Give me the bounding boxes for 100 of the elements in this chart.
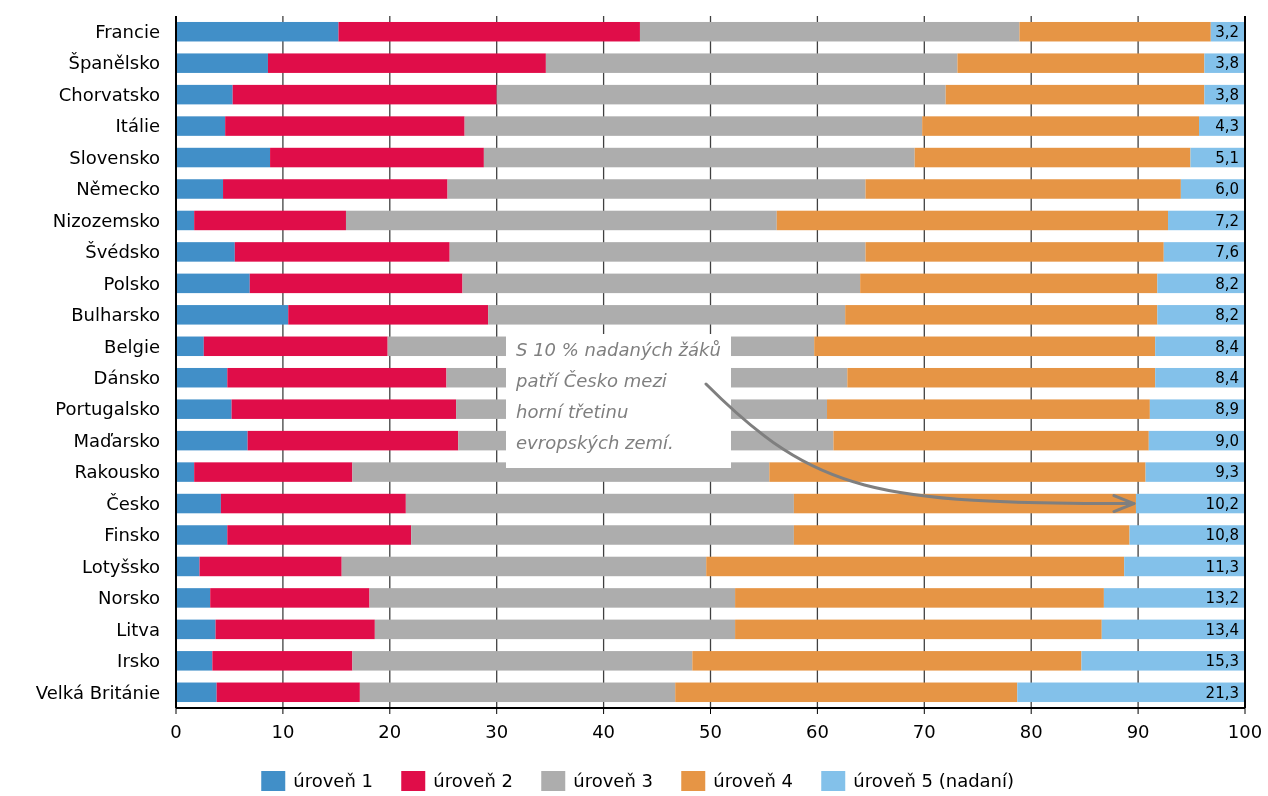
bar xyxy=(814,336,1156,357)
bar xyxy=(488,305,846,325)
y-tick-label: Portugalsko xyxy=(55,398,160,420)
data-label: 9,3 xyxy=(1215,463,1239,482)
bar xyxy=(203,336,388,357)
y-tick-label: Litva xyxy=(116,618,160,640)
y-tick-label: Slovensko xyxy=(69,146,160,168)
y-tick-label: Norsko xyxy=(97,587,160,609)
x-tick-label: 50 xyxy=(699,721,722,742)
bar xyxy=(194,210,346,231)
y-tick-label: Francie xyxy=(95,21,160,43)
data-label: 11,3 xyxy=(1205,557,1239,576)
bar xyxy=(220,493,406,514)
bar xyxy=(1103,588,1245,608)
bar xyxy=(194,462,353,482)
bar xyxy=(545,53,958,73)
bar xyxy=(227,525,412,545)
y-tick-label: Německo xyxy=(76,178,160,200)
bar xyxy=(865,242,1164,262)
data-label: 9,0 xyxy=(1215,431,1239,450)
bar xyxy=(1157,305,1245,325)
bar xyxy=(234,242,450,262)
bar xyxy=(449,242,866,262)
bar xyxy=(176,147,271,168)
x-tick-label: 80 xyxy=(1019,721,1043,742)
bar xyxy=(957,53,1205,73)
bar xyxy=(176,242,235,262)
bar xyxy=(352,651,693,671)
y-tick-label: Maďarsko xyxy=(73,429,160,451)
bar xyxy=(405,493,794,514)
bar xyxy=(249,273,463,294)
bar xyxy=(176,84,233,105)
bar xyxy=(706,556,1125,577)
data-label: 15,3 xyxy=(1205,652,1239,671)
x-tick-label: 0 xyxy=(170,721,182,742)
bar xyxy=(232,84,497,105)
y-tick-label: Rakousko xyxy=(74,461,160,483)
bar xyxy=(865,179,1181,199)
bar xyxy=(176,493,221,514)
bar xyxy=(735,619,1102,640)
y-tick-label: Belgie xyxy=(104,335,160,357)
bar xyxy=(845,305,1158,325)
bar xyxy=(833,430,1149,451)
bar xyxy=(369,588,736,608)
bar xyxy=(827,399,1150,419)
bar xyxy=(176,53,268,73)
data-label: 8,2 xyxy=(1215,306,1239,325)
y-tick-label: Velká Británie xyxy=(35,681,160,703)
y-tick-label: Polsko xyxy=(103,272,160,294)
x-tick-label: 10 xyxy=(271,721,295,742)
data-label: 3,8 xyxy=(1215,54,1239,73)
bar xyxy=(247,430,459,451)
y-tick-label: Finsko xyxy=(104,524,160,546)
bar xyxy=(231,399,457,419)
bar xyxy=(176,682,217,703)
bar xyxy=(176,305,289,325)
bar xyxy=(860,273,1158,294)
bar xyxy=(176,525,228,545)
bar xyxy=(345,210,777,231)
data-label: 3,8 xyxy=(1215,85,1239,104)
bar xyxy=(769,462,1146,482)
x-tick-label: 30 xyxy=(485,721,509,742)
y-tick-label: Irsko xyxy=(117,650,160,672)
bar xyxy=(216,682,360,703)
bar xyxy=(359,682,676,703)
bar xyxy=(374,619,736,640)
bar xyxy=(1124,556,1245,577)
bar xyxy=(338,21,640,42)
bar xyxy=(270,147,484,168)
y-tick-label: Dánsko xyxy=(93,367,160,389)
data-label: 13,4 xyxy=(1205,620,1239,639)
y-tick-label: Bulharsko xyxy=(71,304,160,326)
y-tick-label: Nizozemsko xyxy=(52,209,160,231)
data-label: 8,9 xyxy=(1215,400,1239,419)
bar xyxy=(176,179,224,199)
data-label: 13,2 xyxy=(1205,589,1239,608)
bar xyxy=(945,84,1205,105)
bar xyxy=(483,147,915,168)
y-tick-label: Chorvatsko xyxy=(58,83,160,105)
y-tick-label: Česko xyxy=(106,492,160,514)
bar xyxy=(176,588,211,608)
bar xyxy=(341,556,707,577)
data-label: 10,8 xyxy=(1205,526,1239,545)
bar xyxy=(447,179,866,199)
data-label: 8,2 xyxy=(1215,274,1239,293)
data-label: 3,2 xyxy=(1215,22,1239,41)
y-tick-label: Španělsko xyxy=(68,52,160,74)
annotation: S 10 % nadaných žáků patří Česko mezi horní třetinu evropských zemí. xyxy=(515,339,721,453)
data-label: 21,3 xyxy=(1205,683,1239,702)
bar xyxy=(212,651,353,671)
data-label: 4,3 xyxy=(1215,117,1239,136)
data-label: 5,1 xyxy=(1215,148,1239,167)
bar xyxy=(176,210,195,231)
legend-label: úroveň 4 xyxy=(713,770,793,792)
bar xyxy=(199,556,342,577)
bar xyxy=(176,21,339,42)
bar xyxy=(176,430,248,451)
bar xyxy=(735,588,1104,608)
bar xyxy=(225,116,465,136)
y-tick-label: Švédsko xyxy=(85,241,160,263)
